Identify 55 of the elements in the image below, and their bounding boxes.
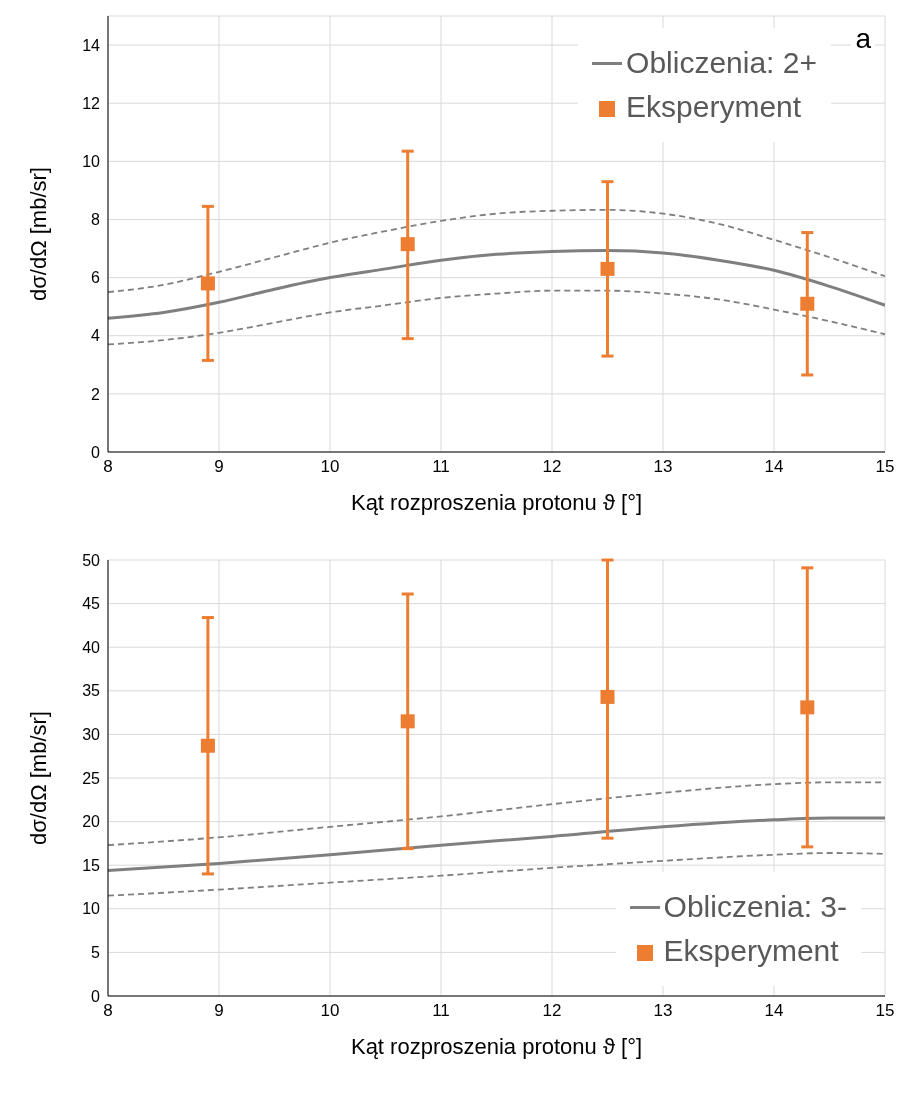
point [200,276,215,291]
legend-label: Obliczenia: 2+ [626,46,817,80]
y-tick-label: 8 [91,211,101,229]
y-tick-label: 12 [82,94,101,112]
legend-label: Eksperyment [626,90,802,124]
y-tick-label: 10 [82,900,101,918]
point [600,689,615,704]
point [800,700,815,715]
x-tick-label: 13 [653,1001,673,1021]
legend-label: Eksperyment [663,934,839,968]
y-tick-label: 0 [91,987,101,1005]
point [400,237,415,252]
y-tick-label: 2 [91,385,101,403]
y-tick-label: 6 [91,269,101,287]
point [400,714,415,729]
y-axis-title: dσ/dΩ [mb/sr] [25,711,51,845]
y-tick-label: 5 [91,944,101,962]
y-tick-label: 45 [82,595,101,613]
x-tick-label: 10 [320,457,340,477]
x-tick-label: 9 [214,457,224,477]
x-tick-label: 14 [764,1001,784,1021]
line-series [108,249,885,320]
y-tick-label: 25 [82,769,101,787]
y-tick-label: 50 [82,551,101,569]
x-tick-label: 13 [653,457,673,477]
line-series [108,208,885,294]
x-axis-title: Kąt rozproszenia protonu ϑ [°] [350,1034,643,1059]
y-tick-label: 35 [82,682,101,700]
y-tick-label: 4 [91,327,101,345]
x-tick-label: 12 [542,457,562,477]
line-series [108,852,885,897]
x-axis-title: Kąt rozproszenia protonu ϑ [°] [350,490,643,515]
line-series [108,816,885,872]
x-tick-label: 15 [875,1001,895,1021]
x-tick-label: 11 [432,1001,450,1021]
line-series [108,289,885,346]
y-tick-label: 15 [82,856,101,874]
x-tick-label: 9 [214,1001,224,1021]
legend-label: Obliczenia: 3- [663,890,847,924]
x-tick-label: 10 [320,1001,340,1021]
y-tick-label: 10 [82,153,101,171]
point [200,738,215,753]
y-tick-label: 30 [82,726,101,744]
y-axis-title: dσ/dΩ [mb/sr] [25,167,51,301]
y-tick-label: 20 [82,813,101,831]
x-tick-label: 11 [432,457,450,477]
x-tick-label: 12 [542,1001,562,1021]
point [600,261,615,276]
y-tick-label: 14 [82,36,101,54]
annotation: a [851,22,875,56]
point [800,296,815,311]
y-tick-label: 0 [91,443,101,461]
y-tick-label: 40 [82,638,101,656]
x-tick-label: 15 [875,457,895,477]
x-tick-label: 14 [764,457,784,477]
